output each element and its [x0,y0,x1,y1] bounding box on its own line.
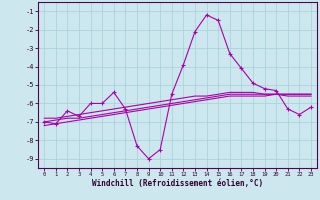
X-axis label: Windchill (Refroidissement éolien,°C): Windchill (Refroidissement éolien,°C) [92,179,263,188]
